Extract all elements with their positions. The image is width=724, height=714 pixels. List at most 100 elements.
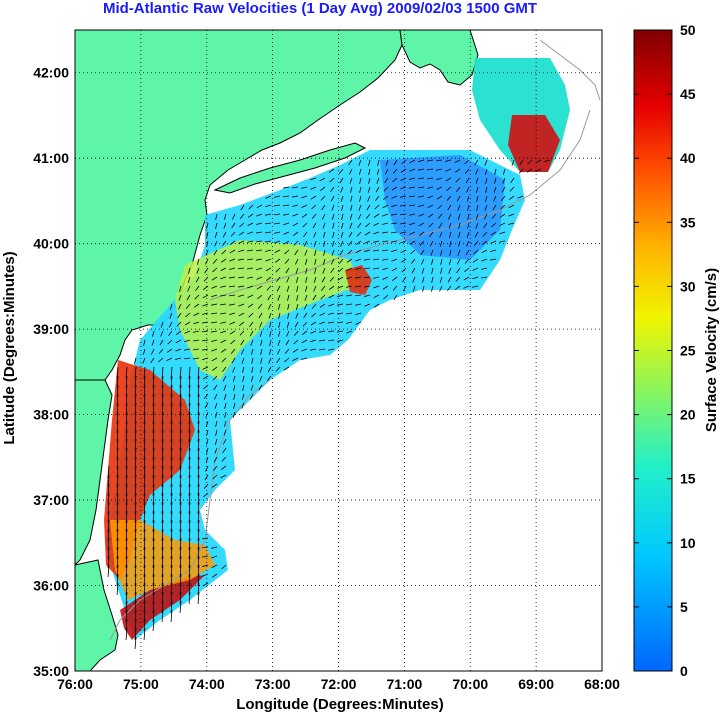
velocity-vector [125, 627, 128, 640]
velocity-vector [204, 402, 209, 409]
velocity-vector [274, 249, 281, 254]
velocity-vector [230, 339, 236, 345]
velocity-vector [400, 204, 407, 207]
velocity-vector [152, 582, 155, 595]
velocity-vector [249, 330, 254, 337]
colorbar-tick-label: 0 [680, 663, 688, 679]
velocity-vector [152, 456, 155, 469]
velocity-vector [197, 582, 200, 595]
velocity-vector [152, 330, 155, 337]
velocity-vector [241, 357, 245, 364]
velocity-vector [499, 213, 506, 218]
velocity-vector [301, 195, 308, 199]
velocity-vector [134, 609, 137, 622]
velocity-vector [364, 285, 371, 288]
velocity-vector [247, 222, 254, 227]
velocity-vector [215, 420, 218, 427]
velocity-vector [143, 366, 146, 379]
velocity-vector [168, 330, 173, 337]
velocity-vector [238, 258, 245, 261]
velocity-vector [125, 492, 128, 505]
velocity-vector [283, 204, 290, 207]
velocity-vector [311, 213, 317, 219]
velocity-vector [392, 276, 398, 282]
velocity-vector [382, 204, 389, 209]
velocity-vector [265, 222, 272, 225]
velocity-vector [247, 294, 254, 299]
velocity-vector [179, 429, 182, 442]
velocity-vector [212, 258, 218, 264]
velocity-vector [265, 231, 272, 234]
velocity-vector [411, 267, 416, 274]
velocity-vector [205, 249, 209, 256]
velocity-vector [203, 393, 209, 399]
velocity-vector [184, 321, 191, 326]
velocity-vector [492, 204, 497, 211]
velocity-vector [313, 231, 317, 238]
velocity-vector [187, 285, 191, 292]
velocity-vector [161, 600, 164, 613]
velocity-vector [349, 222, 353, 229]
velocity-vector [401, 267, 407, 273]
velocity-vector [134, 501, 137, 514]
x-tick-label: 75:00 [123, 676, 159, 692]
velocity-vector [170, 429, 173, 442]
velocity-vector [116, 528, 119, 541]
velocity-vector [223, 429, 227, 436]
velocity-vector [220, 285, 227, 288]
velocity-vector [284, 357, 290, 363]
velocity-vector [187, 276, 191, 283]
velocity-vector [455, 177, 461, 183]
velocity-vector [284, 249, 290, 255]
velocity-vector [221, 564, 227, 570]
velocity-vector [485, 186, 488, 193]
colorbar-tick-label: 50 [680, 22, 696, 38]
velocity-vector [220, 294, 227, 297]
velocity-vector [346, 294, 353, 297]
velocity-vector [494, 168, 497, 175]
velocity-vector [422, 276, 425, 283]
y-tick-label: 35:00 [33, 663, 69, 679]
x-tick-label: 69:00 [518, 676, 554, 692]
velocity-vector [179, 447, 182, 460]
velocity-vector [311, 312, 317, 318]
velocity-vector [197, 528, 200, 541]
velocity-vector [337, 339, 344, 342]
velocity-vector [179, 555, 182, 568]
velocity-vector [296, 294, 299, 301]
velocity-vector [151, 348, 155, 355]
velocity-vector [357, 222, 362, 229]
velocity-vector [356, 231, 362, 237]
velocity-vector [277, 294, 281, 301]
velocity-vector [260, 357, 263, 364]
velocity-vector [176, 330, 182, 336]
velocity-vector [359, 186, 362, 193]
velocity-vector [179, 366, 182, 379]
velocity-vector [330, 267, 335, 274]
velocity-vector [238, 231, 245, 236]
velocity-vector [116, 564, 119, 577]
velocity-vector [409, 186, 416, 189]
velocity-vector [400, 195, 407, 198]
velocity-vector [220, 303, 227, 306]
velocity-vector [188, 465, 191, 478]
velocity-vector [359, 195, 362, 202]
velocity-vector [107, 519, 110, 532]
velocity-vector [169, 303, 173, 310]
velocity-vector [197, 591, 200, 604]
velocity-vector [125, 375, 128, 388]
velocity-vector [250, 384, 254, 391]
velocity-vector [205, 465, 209, 472]
velocity-vector [365, 222, 371, 228]
velocity-vector [203, 384, 209, 390]
velocity-vector [418, 168, 425, 171]
velocity-vector [170, 609, 173, 622]
velocity-vector [220, 267, 227, 272]
velocity-vector [400, 213, 407, 216]
velocity-vector [196, 258, 200, 265]
velocity-vector [197, 465, 200, 478]
velocity-vector [268, 357, 272, 364]
velocity-vector [491, 222, 497, 228]
velocity-vector [152, 411, 155, 424]
velocity-vector [456, 195, 461, 202]
